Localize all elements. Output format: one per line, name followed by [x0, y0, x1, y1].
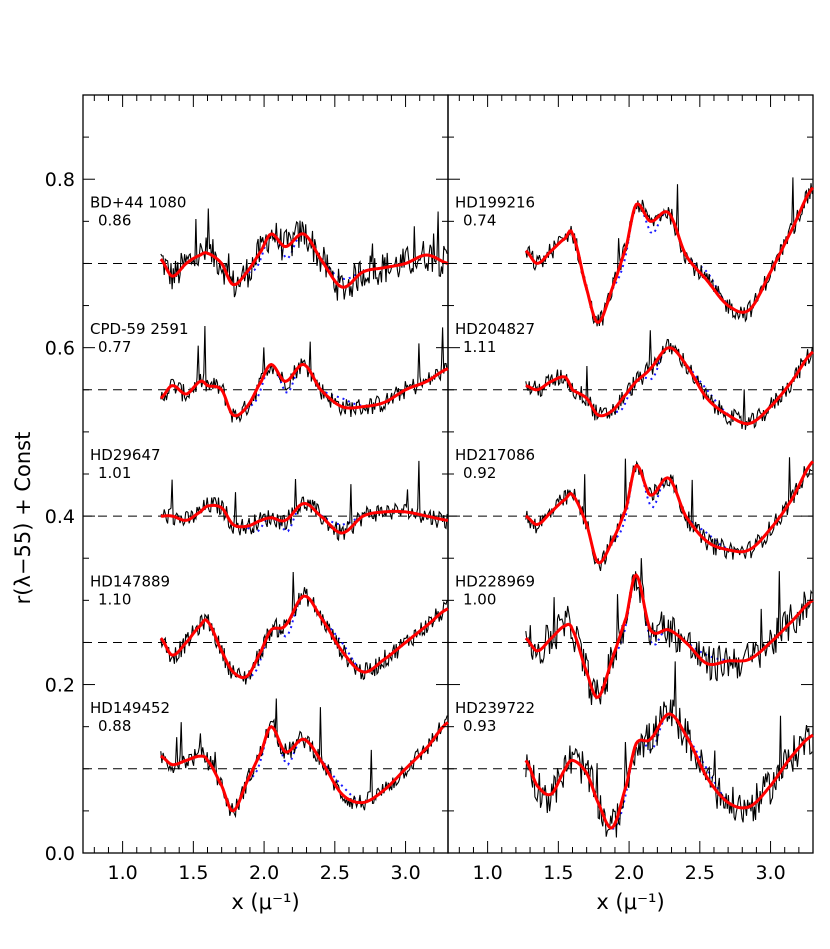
observed-spectrum [160, 698, 448, 819]
star-value-label: 1.01 [98, 464, 131, 482]
y-axis-label: r(λ−55) + Const [11, 432, 35, 605]
observed-spectrum [525, 177, 813, 327]
fit-curve [160, 721, 449, 813]
fit-curve [159, 362, 449, 418]
y-tick-label: 0.2 [45, 675, 75, 697]
ticks [83, 95, 814, 854]
star-name-label: HD29647 [90, 446, 161, 464]
fit-curve [524, 573, 814, 699]
traces [159, 177, 815, 838]
fit-curve [525, 460, 815, 565]
x-tick-label: 1.5 [178, 862, 208, 884]
x-tick-label: 3.0 [755, 862, 785, 884]
star-name-label: HD239722 [455, 699, 535, 717]
x-tick-label: 1.0 [473, 862, 503, 884]
star-name-label: HD217086 [455, 446, 535, 464]
observed-spectrum [525, 661, 813, 838]
star-value-label: 0.93 [463, 717, 496, 735]
model-curve [525, 346, 813, 425]
star-name-label: HD204827 [455, 320, 535, 338]
x-tick-label: 2.5 [320, 862, 350, 884]
model-curve [160, 722, 448, 812]
x-tick-label: 2.0 [614, 862, 644, 884]
y-tick-label: 0.0 [45, 843, 75, 865]
star-value-label: 1.10 [98, 590, 131, 608]
star-value-label: 1.00 [463, 590, 496, 608]
y-tick-label: 0.8 [45, 169, 75, 191]
star-value-label: 0.77 [98, 338, 131, 356]
model-curve [524, 713, 813, 830]
star-value-label: 0.92 [463, 464, 496, 482]
star-name-label: HD228969 [455, 572, 535, 590]
x-tick-label: 2.5 [685, 862, 715, 884]
fit-curve [524, 186, 815, 325]
x-tick-label: 1.5 [543, 862, 573, 884]
x-tick-label: 1.0 [108, 862, 138, 884]
observed-spectrum [160, 460, 448, 542]
observed-spectrum [160, 208, 448, 301]
fit-curve [159, 232, 449, 289]
observed-spectrum [525, 330, 813, 430]
star-name-label: HD199216 [455, 193, 535, 211]
star-name-label: BD+44 1080 [90, 193, 186, 211]
y-tick-label: 0.4 [45, 506, 75, 528]
star-value-label: 0.88 [98, 717, 131, 735]
x-tick-label: 2.0 [249, 862, 279, 884]
model-curve [159, 595, 448, 679]
observed-spectrum [525, 457, 813, 572]
x-axis-label: x (μ⁻¹) [231, 890, 299, 914]
x-axis-label: x (μ⁻¹) [596, 890, 664, 914]
star-name-label: HD147889 [90, 572, 170, 590]
star-value-label: 0.86 [98, 211, 131, 229]
fit-curve [159, 594, 449, 680]
fit-curve [524, 712, 814, 830]
star-value-label: 0.74 [463, 211, 496, 229]
observed-spectrum [160, 571, 448, 685]
fit-curve [525, 346, 814, 426]
observed-spectrum [160, 325, 448, 423]
star-name-label: CPD-59 2591 [90, 320, 189, 338]
y-tick-label: 0.6 [45, 338, 75, 360]
x-tick-label: 3.0 [390, 862, 420, 884]
labels: 1.0 1.5 2.0 2.5 3.0 x (μ⁻¹) 0.0 0.2 0.4 0.6 0.8 BD+… [45, 169, 786, 914]
star-value-label: 1.11 [463, 338, 496, 356]
star-name-label: HD149452 [90, 699, 170, 717]
fit-curve [160, 502, 449, 535]
